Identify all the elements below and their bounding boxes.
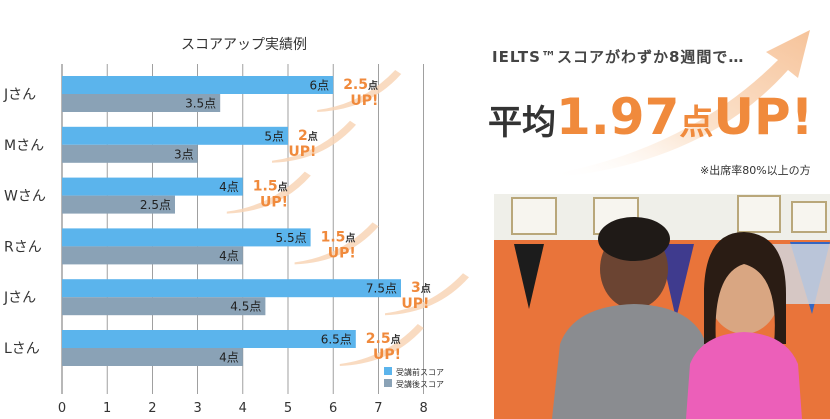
x-tick-label: 0 xyxy=(58,401,66,416)
headline-prefix: 平均 xyxy=(488,103,556,143)
score-gain-label: 2点 xyxy=(298,128,318,144)
bar-after-label: 2.5点 xyxy=(140,198,171,212)
x-tick-label: 1 xyxy=(103,401,111,416)
headline-subtitle: IELTS™スコアがわずか8週間で… xyxy=(492,48,745,66)
bar-before xyxy=(62,228,311,247)
photo-illustration xyxy=(494,194,830,419)
x-tick-label: 5 xyxy=(284,401,292,416)
bar-before xyxy=(62,279,401,298)
category-label: Jさん xyxy=(3,87,36,103)
x-tick-label: 6 xyxy=(329,401,337,416)
bar-after xyxy=(62,94,221,112)
bar-after-label: 4点 xyxy=(219,351,239,365)
score-gain-up: UP! xyxy=(350,93,378,109)
bar-before-label: 4点 xyxy=(219,180,239,194)
bar-before xyxy=(62,177,243,196)
bar-after-label: 3点 xyxy=(174,147,194,161)
bar-before-label: 5.5点 xyxy=(276,231,307,245)
legend-swatch-before xyxy=(384,367,392,375)
category-label: Mさん xyxy=(4,138,44,154)
score-gain-up: UP! xyxy=(288,144,316,160)
rising-arrow xyxy=(339,324,424,366)
x-tick-label: 7 xyxy=(374,401,382,416)
bar-after-label: 3.5点 xyxy=(185,97,216,111)
attendance-note: ※出席率80%以上の方 xyxy=(700,164,811,177)
score-gain-label: 1.5点 xyxy=(253,179,288,195)
bar-before-label: 7.5点 xyxy=(366,282,397,296)
headline-number: 1.97 xyxy=(556,88,680,146)
score-gain-label: 3点 xyxy=(411,280,431,296)
bar-before-label: 6点 xyxy=(310,79,330,93)
rising-arrow xyxy=(385,273,469,316)
headline-average: 平均1.97点UP! xyxy=(488,88,813,146)
chart-title: スコアアップ実績例 xyxy=(181,37,307,53)
x-tick-label: 3 xyxy=(193,401,201,416)
score-gain-up: UP! xyxy=(328,245,356,261)
category-label: Wさん xyxy=(4,189,46,205)
score-gain-up: UP! xyxy=(373,347,401,363)
bar-before xyxy=(62,126,288,145)
rising-arrow xyxy=(317,70,402,112)
bar-after xyxy=(62,246,243,265)
bar-after-label: 4点 xyxy=(219,249,239,263)
category-label: Lさん xyxy=(4,341,40,357)
score-gain-label: 2.5点 xyxy=(343,77,378,93)
rising-arrow xyxy=(272,120,356,163)
bar-before-label: 6.5点 xyxy=(321,333,352,347)
bar-after xyxy=(62,297,266,316)
category-label: Rさん xyxy=(4,239,42,255)
bar-after-label: 4.5点 xyxy=(230,300,261,314)
bar-after xyxy=(62,195,175,214)
score-gain-label: 2.5点 xyxy=(366,331,401,347)
rising-arrow xyxy=(294,222,379,265)
rising-arrow xyxy=(226,171,311,214)
legend-swatch-after xyxy=(384,379,392,387)
score-gain-up: UP! xyxy=(260,195,288,211)
score-gain-up: UP! xyxy=(401,296,429,312)
rising-arrow-graphic xyxy=(548,30,810,178)
x-tick-label: 8 xyxy=(419,401,427,416)
score-gain-label: 1.5点 xyxy=(321,229,356,245)
bar-after xyxy=(62,348,243,366)
bar-after xyxy=(62,144,198,163)
bar-before xyxy=(62,76,334,94)
promo-panel: IELTS™スコアがわずか8週間で… 平均1.97点UP! ※出席率80%以上の… xyxy=(478,0,830,419)
headline-up: UP! xyxy=(713,88,814,146)
legend-label-after: 受講後スコア xyxy=(396,379,444,389)
headline-unit: 点 xyxy=(679,103,714,143)
x-tick-label: 2 xyxy=(148,401,156,416)
bar-before-label: 5点 xyxy=(264,129,284,143)
legend-label-before: 受講前スコア xyxy=(396,367,444,377)
bar-before xyxy=(62,330,356,348)
x-tick-label: 4 xyxy=(239,401,247,416)
category-label: Jさん xyxy=(3,290,36,306)
student-photo xyxy=(494,194,830,419)
